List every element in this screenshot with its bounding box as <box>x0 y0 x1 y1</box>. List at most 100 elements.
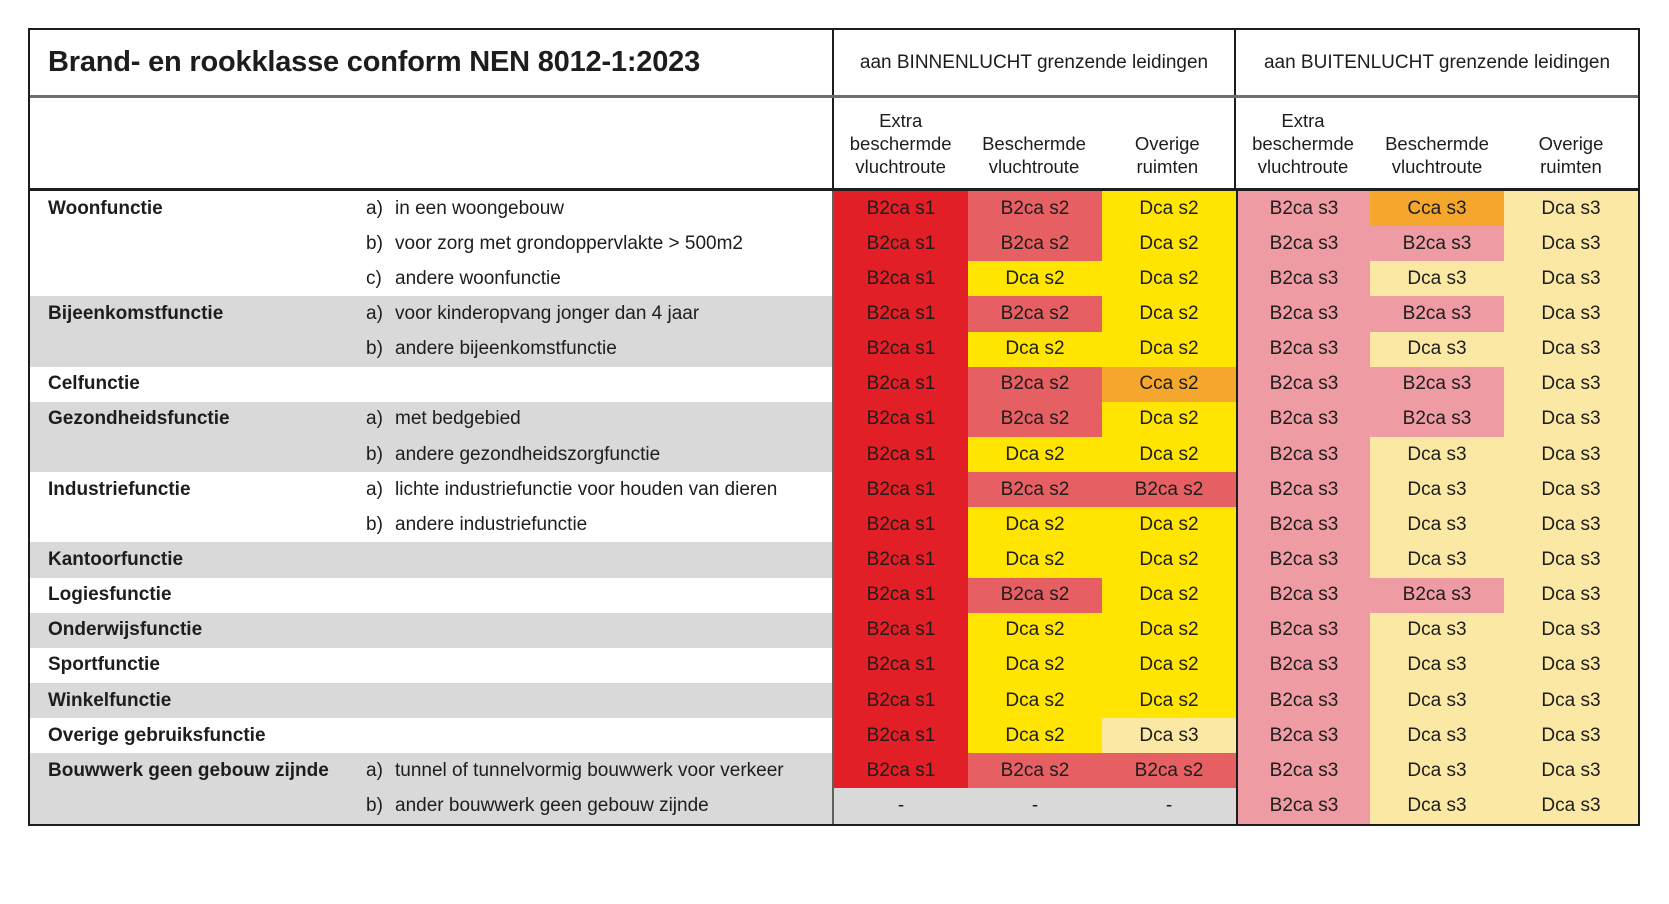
table-cell: Dca s3 <box>1370 507 1504 543</box>
table-cell: Dca s3 <box>1504 296 1638 332</box>
table-cell: Dca s3 <box>1504 401 1638 437</box>
column-header-line: vluchtroute <box>1257 156 1349 177</box>
sub-item-letter: b) <box>366 338 383 360</box>
table-row: Gezondheidsfunctie a) met bedgebied B2ca s1… <box>30 401 1638 437</box>
table-cell: Dca s3 <box>1370 612 1504 648</box>
sub-item-letter: a) <box>366 408 383 430</box>
sub-item-description: in een woongebouw <box>395 197 565 219</box>
sub-item-label: b) voor zorg met grondoppervlakte > 500m2 <box>366 226 743 261</box>
table-cell: B2ca s1 <box>834 261 968 297</box>
function-name: Logiesfunctie <box>48 584 172 606</box>
table-cell: B2ca s1 <box>834 472 968 508</box>
table-cell: B2ca s1 <box>834 682 968 719</box>
sub-item-label: b) ander bouwwerk geen gebouw zijnde <box>366 788 709 823</box>
table-cell: Dca s3 <box>1370 753 1504 789</box>
table-cell: B2ca s3 <box>1236 261 1370 297</box>
table-cell: Dca s3 <box>1504 261 1638 297</box>
table-row: c) andere woonfunctie B2ca s1 Dca s2 Dca s2 B… <box>30 261 1638 297</box>
row-label-cell: b) andere gezondheidszorgfunctie <box>30 436 834 473</box>
table-cell: B2ca s3 <box>1236 788 1370 824</box>
table-cell: Cca s2 <box>1102 366 1236 402</box>
function-name: Winkelfunctie <box>48 689 172 711</box>
table-row: Celfunctie B2ca s1 B2ca s2 Cca s2 B2ca s3 B2c… <box>30 366 1638 402</box>
table-cell: B2ca s3 <box>1236 226 1370 262</box>
table-cell: B2ca s3 <box>1236 647 1370 683</box>
table-row: Overige gebruiksfunctie B2ca s1 Dca s2 Dca … <box>30 718 1638 754</box>
sub-item-description: andere woonfunctie <box>395 267 561 289</box>
table-cell: B2ca s3 <box>1236 718 1370 754</box>
sub-item-letter: a) <box>366 759 383 781</box>
table-cell: B2ca s2 <box>968 226 1102 262</box>
sub-item-label: a) in een woongebouw <box>366 191 564 226</box>
table-cell: B2ca s1 <box>834 331 968 367</box>
sub-item-label: b) andere bijeenkomstfunctie <box>366 332 617 367</box>
row-label-cell: Industriefunctie a) lichte industriefuncti… <box>30 472 834 508</box>
table-row: b) andere bijeenkomstfunctie B2ca s1 Dca s2… <box>30 331 1638 367</box>
column-header-line: Overige <box>1134 133 1200 154</box>
table-cell: Dca s2 <box>968 542 1102 578</box>
table-cell: Dca s3 <box>1504 226 1638 262</box>
function-name: Kantoorfunctie <box>48 548 184 570</box>
table-row: Onderwijsfunctie B2ca s1 Dca s2 Dca s2 B2ca … <box>30 612 1638 648</box>
table-cell: B2ca s2 <box>968 191 1102 227</box>
table-cell: B2ca s1 <box>834 753 968 789</box>
table-cell: Dca s3 <box>1370 331 1504 367</box>
column-header-line: ruimten <box>1136 156 1199 177</box>
table-cell: Dca s3 <box>1370 261 1504 297</box>
sub-item-description: andere bijeenkomstfunctie <box>395 338 617 360</box>
page-title: Brand- en rookklasse conform NEN 8012-1:… <box>30 30 834 95</box>
table-cell: B2ca s1 <box>834 191 968 227</box>
table-cell: Dca s2 <box>968 612 1102 648</box>
table-cell: B2ca s3 <box>1236 753 1370 789</box>
table-body: Woonfunctie a) in een woongebouw B2ca s1 B2c… <box>30 191 1638 824</box>
function-name: Industriefunctie <box>48 478 191 500</box>
table-cell: Dca s3 <box>1370 542 1504 578</box>
sub-item-description: voor zorg met grondoppervlakte > 500m2 <box>395 232 744 254</box>
column-header-0: Extra beschermde vluchtroute <box>834 109 967 178</box>
table-cell: B2ca s3 <box>1236 682 1370 719</box>
row-label-cell: c) andere woonfunctie <box>30 261 834 297</box>
table-row: b) andere industriefunctie B2ca s1 Dca s2 Dc… <box>30 507 1638 543</box>
sub-item-description: andere industriefunctie <box>395 513 588 535</box>
table-cell: Dca s2 <box>1102 191 1236 227</box>
table-cell: B2ca s2 <box>968 366 1102 402</box>
table-row: Woonfunctie a) in een woongebouw B2ca s1 B2c… <box>30 191 1638 227</box>
table-cell: Dca s3 <box>1504 191 1638 227</box>
table-cell: B2ca s2 <box>1102 753 1236 789</box>
table-cell: Dca s2 <box>1102 226 1236 262</box>
column-header-line: Beschermde <box>1385 133 1489 154</box>
table-row: Sportfunctie B2ca s1 Dca s2 Dca s2 B2ca s3 Dc… <box>30 647 1638 683</box>
sub-item-label: a) tunnel of tunnelvormig bouwwerk voor v… <box>366 753 784 788</box>
table-cell: B2ca s3 <box>1236 542 1370 578</box>
table-cell: B2ca s1 <box>834 577 968 613</box>
function-name: Overige gebruiksfunctie <box>48 724 266 746</box>
table-cell: B2ca s3 <box>1236 507 1370 543</box>
table-subheader-row: Extra beschermde vluchtroute Beschermde vluc… <box>30 98 1638 191</box>
table-cell: Dca s2 <box>1102 331 1236 367</box>
table-header-row: Brand- en rookklasse conform NEN 8012-1:… <box>30 30 1638 98</box>
sub-item-letter: a) <box>366 302 383 324</box>
table-cell: Dca s3 <box>1504 612 1638 648</box>
table-cell: B2ca s1 <box>834 507 968 543</box>
table-cell: Dca s2 <box>968 647 1102 683</box>
sub-item-letter: b) <box>366 794 383 816</box>
table-cell: Dca s2 <box>968 436 1102 473</box>
table-cell: B2ca s3 <box>1370 366 1504 402</box>
table-cell: Dca s2 <box>1102 542 1236 578</box>
table-cell: Dca s3 <box>1504 507 1638 543</box>
row-label-cell: Bouwwerk geen gebouw zijnde a) tunnel of t… <box>30 753 834 789</box>
table-cell: B2ca s1 <box>834 401 968 437</box>
table-row: Bijeenkomstfunctie a) voor kinderopvang jo… <box>30 296 1638 332</box>
table-cell: Dca s3 <box>1504 577 1638 613</box>
table-cell: - <box>834 788 968 824</box>
sub-item-label: b) andere industriefunctie <box>366 507 587 542</box>
table-cell: Dca s2 <box>1102 261 1236 297</box>
column-header-line: Extra <box>1281 110 1325 131</box>
table-cell: B2ca s1 <box>834 718 968 754</box>
sub-item-letter: a) <box>366 197 383 219</box>
table-cell: Dca s3 <box>1504 366 1638 402</box>
table-cell: Dca s2 <box>1102 577 1236 613</box>
table-cell: Dca s2 <box>1102 436 1236 473</box>
sub-item-label: a) met bedgebied <box>366 402 521 437</box>
table-cell: Dca s3 <box>1370 436 1504 473</box>
